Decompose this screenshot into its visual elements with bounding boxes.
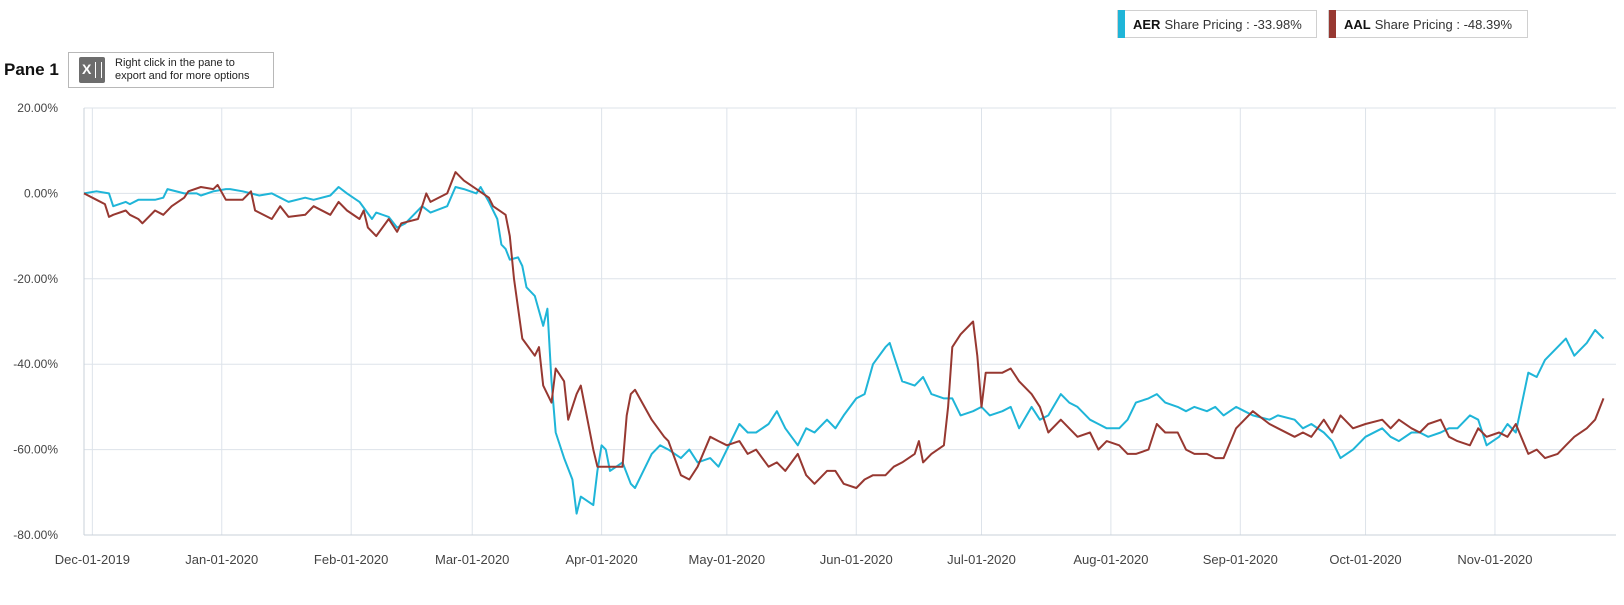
series-line-aer: [83, 186, 1605, 515]
x-tick-label: Jul-01-2020: [947, 552, 1016, 567]
aal-legend-label: Share Pricing : -48.39%: [1374, 16, 1513, 32]
pane-title: Pane 1: [4, 60, 59, 79]
y-tick-label: -60.00%: [13, 443, 58, 457]
aer-ticker: AER: [1133, 16, 1161, 32]
x-tick-label: Feb-01-2020: [314, 552, 388, 567]
x-tick-label: Aug-01-2020: [1073, 552, 1148, 567]
x-tick-label: Mar-01-2020: [435, 552, 509, 567]
x-tick-label: Apr-01-2020: [565, 552, 637, 567]
y-tick-label: 20.00%: [17, 101, 58, 115]
aal-ticker: AAL: [1344, 16, 1371, 32]
x-tick-label: Jan-01-2020: [185, 552, 258, 567]
hint-line-1: Right click in the pane to: [115, 57, 235, 69]
y-tick-label: -80.00%: [13, 528, 58, 542]
series-line-aal: [83, 171, 1605, 489]
x-tick-label: Sep-01-2020: [1203, 552, 1278, 567]
y-tick-label: 0.00%: [24, 186, 58, 200]
x-tick-label: Dec-01-2019: [55, 552, 130, 567]
aal-color-swatch: [1329, 10, 1336, 38]
hint-line-2: export and for more options: [115, 70, 250, 82]
y-tick-label: -20.00%: [13, 272, 58, 286]
x-tick-label: Nov-01-2020: [1457, 552, 1532, 567]
export-hint-box[interactable]: X Right click in the pane to export and …: [68, 52, 274, 88]
x-tick-label: Oct-01-2020: [1329, 552, 1401, 567]
excel-icon[interactable]: X: [79, 57, 105, 83]
aer-legend-label: Share Pricing : -33.98%: [1164, 16, 1302, 32]
aer-color-swatch: [1118, 10, 1125, 38]
x-tick-label: Jun-01-2020: [820, 552, 893, 567]
legend-item-aer[interactable]: AER Share Pricing : -33.98%: [1117, 10, 1317, 38]
x-tick-label: May-01-2020: [689, 552, 766, 567]
legend-item-aal[interactable]: AAL Share Pricing : -48.39%: [1328, 10, 1528, 38]
y-tick-label: -40.00%: [13, 357, 58, 371]
